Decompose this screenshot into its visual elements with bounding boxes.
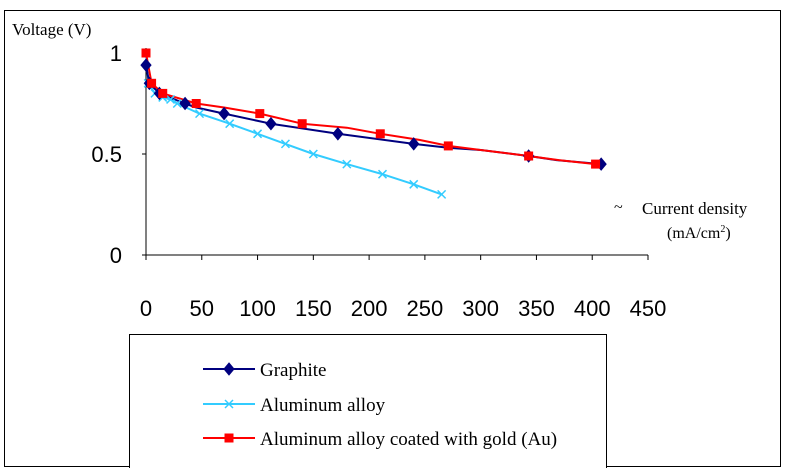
series-line-aluminum-alloy-coated-with-gold-au xyxy=(145,52,596,166)
data-point-marker xyxy=(591,159,601,169)
y-tick-label: 0.5 xyxy=(91,142,122,167)
data-point-marker xyxy=(255,109,265,119)
legend-item: Aluminum alloy coated with gold (Au) xyxy=(203,429,557,450)
legend-swatch-marker xyxy=(223,362,235,376)
legend: Graphite Aluminum alloy Aluminum alloy coa… xyxy=(203,360,557,450)
legend-box xyxy=(129,334,607,468)
x-tick-label: 350 xyxy=(518,296,555,321)
legend-label: Aluminum alloy coated with gold (Au) xyxy=(260,429,557,450)
data-point-marker xyxy=(308,149,318,159)
data-point-marker xyxy=(195,109,205,119)
data-point-marker xyxy=(253,129,263,139)
data-point-marker xyxy=(437,189,447,199)
data-point-marker xyxy=(179,96,191,111)
data-point-marker xyxy=(524,151,534,161)
data-point-marker xyxy=(191,99,201,108)
y-tick-label: 1 xyxy=(110,41,122,66)
data-point-marker xyxy=(342,159,352,169)
data-point-marker xyxy=(172,98,182,109)
x-tick-label: 250 xyxy=(407,296,444,321)
data-point-marker xyxy=(332,127,344,141)
x-axis-label-line2: (mA/cm2) xyxy=(667,224,731,242)
x-tick-label: 300 xyxy=(462,296,499,321)
y-axis-label: Voltage (V) xyxy=(12,20,91,39)
data-point-marker xyxy=(375,129,385,139)
data-point-marker xyxy=(408,137,420,151)
x-tick-label: 100 xyxy=(239,296,276,321)
x-tick-label: 450 xyxy=(630,296,667,321)
x-axis-unit-suffix: ) xyxy=(725,225,730,242)
data-point-marker xyxy=(280,139,290,149)
x-tick-label: 150 xyxy=(295,296,332,321)
x-axis-unit-prefix: (mA/cm xyxy=(667,225,721,242)
series-line-graphite xyxy=(145,64,602,166)
x-tick-group: 0 50 100 150 200 250 300 350 400 450 xyxy=(140,255,666,321)
data-point-marker xyxy=(409,179,419,189)
data-point-marker xyxy=(140,58,152,72)
x-tick-label: 400 xyxy=(574,296,611,321)
legend-swatch-marker xyxy=(224,433,234,443)
x-axis-label-tilde: ~ xyxy=(614,199,623,216)
y-tick-group: 00.51 xyxy=(91,41,146,268)
data-point-marker xyxy=(166,94,176,104)
data-point-marker xyxy=(225,119,235,129)
x-tick-label: 200 xyxy=(351,296,388,321)
data-point-marker xyxy=(147,78,157,88)
data-point-marker xyxy=(265,116,277,131)
data-point-marker xyxy=(377,169,388,179)
x-axis-label-line1: Current density xyxy=(642,199,748,218)
y-tick-label: 0 xyxy=(110,243,122,268)
legend-label: Aluminum alloy xyxy=(260,395,386,416)
legend-item: Graphite xyxy=(203,360,326,381)
data-point-marker xyxy=(141,48,151,58)
data-point-marker xyxy=(443,141,453,151)
series-line-aluminum-alloy xyxy=(145,52,442,196)
data-point-marker xyxy=(297,119,307,129)
x-axis-unit-sup: 2 xyxy=(720,224,725,235)
legend-label: Graphite xyxy=(260,360,326,381)
legend-item: Aluminum alloy xyxy=(203,395,386,416)
series-layer xyxy=(140,48,607,199)
x-tick-label: 50 xyxy=(190,296,214,321)
legend-swatch-marker xyxy=(224,399,234,409)
data-point-marker xyxy=(218,106,230,121)
x-tick-label: 0 xyxy=(140,296,152,321)
data-point-marker xyxy=(158,88,168,98)
